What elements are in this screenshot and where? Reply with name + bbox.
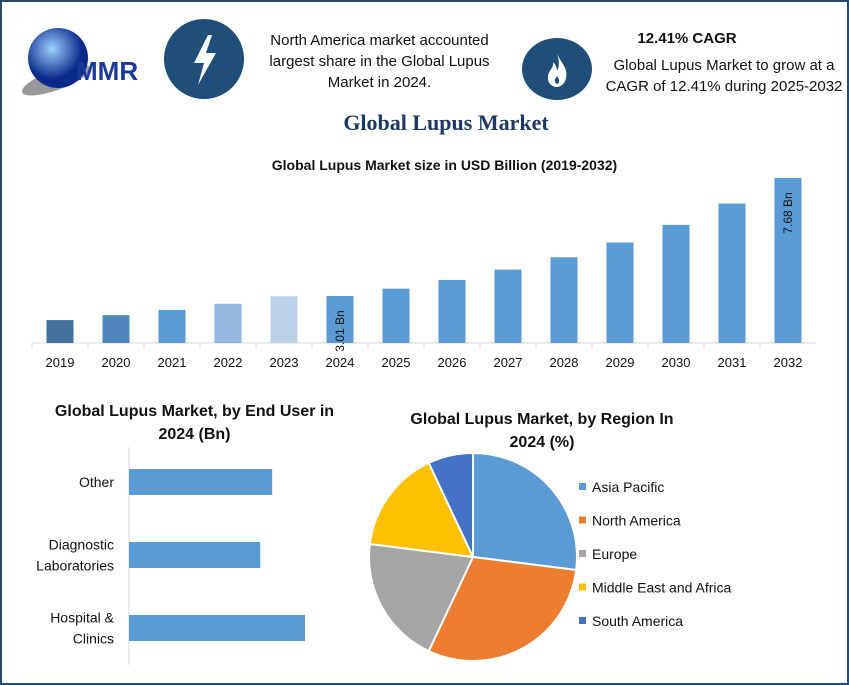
legend-swatch (579, 516, 586, 524)
bar-Other (129, 469, 273, 495)
flame-icon (522, 38, 592, 100)
x-tick-label-2019: 2019 (46, 355, 75, 370)
legend-swatch (579, 550, 586, 557)
x-tick-label-2020: 2020 (102, 355, 131, 370)
bar-2031 (718, 203, 746, 343)
bar-2029 (606, 242, 634, 343)
bar-2028 (550, 257, 578, 343)
pie-slice-middle-east-and-africa (368, 461, 475, 559)
bar-Hospital & Clinics (129, 615, 305, 641)
end-user-bar-chart: Other Diagnostic Laboratories Hospital & Cli… (36, 447, 305, 665)
bar-2027 (494, 269, 522, 343)
lightning-bolt-icon (164, 19, 244, 99)
x-tick-label-2025: 2025 (382, 355, 411, 370)
stat-north-america: North America market accounted largest s… (269, 32, 490, 91)
bar-2023 (270, 296, 298, 343)
category-label: Laboratories (36, 558, 114, 574)
x-tick-label-2023: 2023 (270, 355, 299, 370)
bar-2026 (438, 279, 466, 343)
pie-slice-north-america (427, 555, 578, 662)
bar-2024 (326, 296, 354, 343)
legend-label: North America (592, 513, 681, 529)
main-title: Global Lupus Market (343, 110, 549, 135)
x-tick-label-2027: 2027 (494, 355, 523, 370)
svg-text:MMR: MMR (76, 56, 138, 86)
x-tick-label-2024: 2024 (326, 355, 355, 370)
bar-2021 (158, 310, 186, 343)
category-label: Diagnostic (49, 537, 114, 553)
x-tick-label-2021: 2021 (158, 355, 187, 370)
bar-2025 (382, 288, 410, 343)
pie-slice-asia-pacific (472, 451, 578, 572)
data-label-2032: 7.68 Bn (781, 192, 795, 233)
bar-2032 (774, 178, 802, 343)
legend-label: Middle East and Africa (592, 580, 732, 596)
legend-swatch (579, 583, 586, 591)
data-label-2024: 3.01 Bn (333, 310, 347, 351)
bar-2030 (662, 224, 690, 343)
region-pie-chart: Asia Pacific North America Europe Middle Ea… (368, 451, 732, 662)
cagr-text: Global Lupus Market to grow at a CAGR of… (605, 57, 843, 95)
pie-slice-south-america (427, 451, 474, 558)
x-tick-label-2029: 2029 (606, 355, 635, 370)
x-tick-label-2026: 2026 (438, 355, 467, 370)
legend-label: South America (592, 613, 683, 629)
cagr-heading: 12.41% CAGR (637, 30, 737, 47)
bar-2019 (46, 320, 74, 343)
mmr-logo: MMR (21, 28, 138, 96)
region-chart-title: Global Lupus Market, by Region In 2024 (… (410, 411, 674, 451)
legend-swatch (579, 483, 586, 490)
category-label: Clinics (73, 631, 114, 647)
bar-chart-title: Global Lupus Market size in USD Billion … (271, 157, 618, 173)
x-tick-label-2032: 2032 (774, 355, 803, 370)
legend-swatch (579, 617, 586, 624)
legend-label: Europe (592, 546, 637, 562)
category-label: Other (79, 474, 114, 490)
pie-slice-europe (368, 542, 475, 653)
x-tick-label-2030: 2030 (662, 355, 691, 370)
bar-2020 (102, 315, 130, 343)
bar-2022 (214, 303, 242, 343)
x-tick-label-2031: 2031 (718, 355, 747, 370)
category-label: Hospital & (50, 610, 114, 626)
x-tick-label-2028: 2028 (550, 355, 579, 370)
legend-label: Asia Pacific (592, 479, 664, 495)
bar-Diagnostic Laboratories (129, 542, 261, 568)
market-size-bar-chart: 2019 2020 2021 2022 2023 2024 3.01 Bn 2025 2026 2… (31, 178, 816, 370)
x-tick-label-2022: 2022 (214, 355, 243, 370)
end-user-chart-title: Global Lupus Market, by End User in 2024… (54, 403, 335, 443)
